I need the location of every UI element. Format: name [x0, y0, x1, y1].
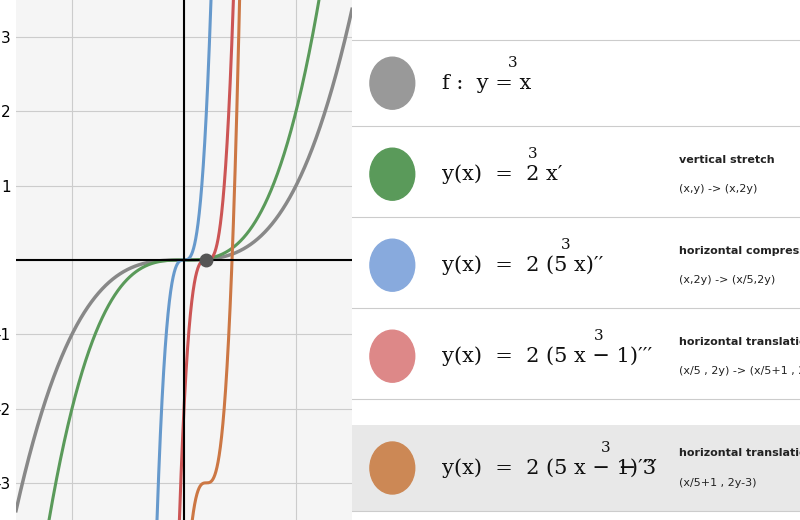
Ellipse shape	[370, 239, 414, 291]
Text: 3: 3	[594, 330, 604, 343]
Text: horizontal translation down: horizontal translation down	[679, 448, 800, 459]
Ellipse shape	[370, 57, 414, 109]
Ellipse shape	[370, 442, 414, 494]
Text: (x,y) -> (x,2y): (x,y) -> (x,2y)	[679, 184, 758, 194]
Text: − 3: − 3	[612, 459, 656, 477]
Text: vertical stretch: vertical stretch	[679, 154, 774, 165]
Text: (x/5+1 , 2y-3): (x/5+1 , 2y-3)	[679, 477, 757, 488]
Text: 3: 3	[528, 148, 538, 161]
Text: 3: 3	[508, 57, 518, 70]
Text: y(x)  =  2 (5 x)′′: y(x) = 2 (5 x)′′	[442, 255, 603, 275]
Text: f :  y = x: f : y = x	[442, 74, 531, 93]
Text: (x/5 , 2y) -> (x/5+1 , 2y): (x/5 , 2y) -> (x/5+1 , 2y)	[679, 366, 800, 376]
Ellipse shape	[370, 330, 414, 382]
Text: (x,2y) -> (x/5,2y): (x,2y) -> (x/5,2y)	[679, 275, 775, 285]
Ellipse shape	[370, 148, 414, 200]
FancyBboxPatch shape	[352, 425, 800, 511]
Text: horizontal compression: horizontal compression	[679, 245, 800, 256]
Text: horizontal translation right: horizontal translation right	[679, 336, 800, 347]
Text: y(x)  =  2 (5 x − 1)′′′: y(x) = 2 (5 x − 1)′′′	[442, 346, 652, 366]
Text: 3: 3	[601, 441, 610, 455]
Text: y(x)  =  2 x′: y(x) = 2 x′	[442, 164, 562, 184]
Text: 3: 3	[561, 239, 570, 252]
Text: y(x)  =  2 (5 x − 1)′′′′: y(x) = 2 (5 x − 1)′′′′	[442, 458, 657, 478]
